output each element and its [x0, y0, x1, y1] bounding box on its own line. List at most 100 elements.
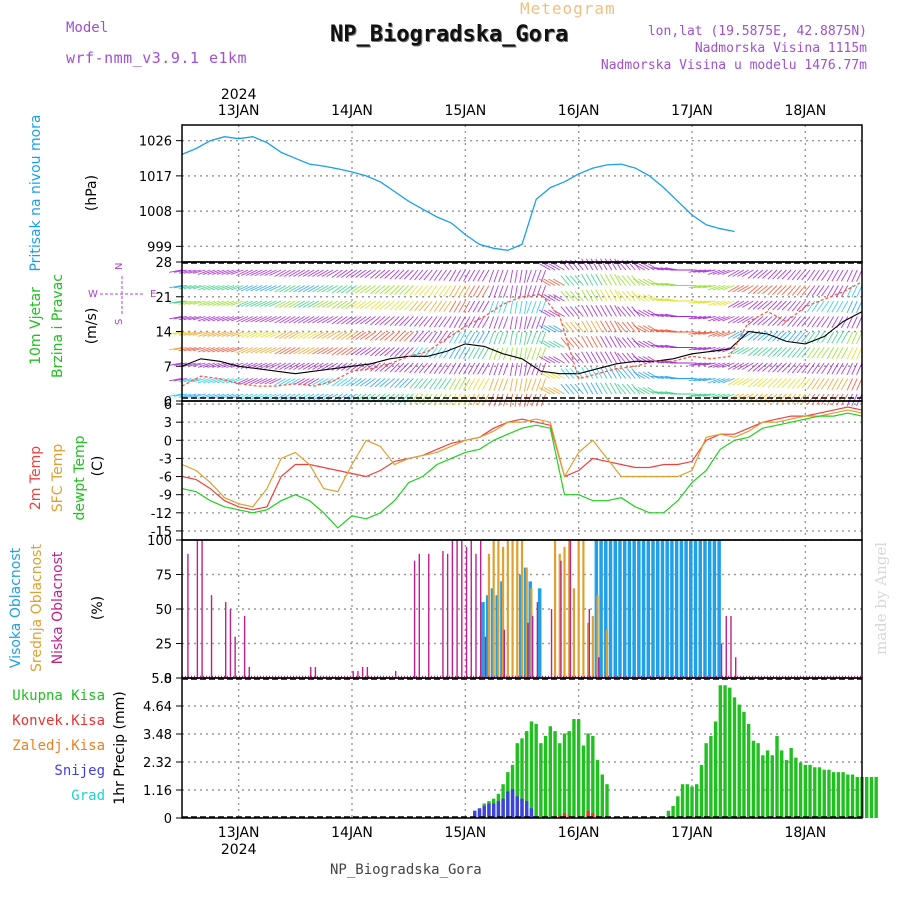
- wind-barb: [614, 320, 622, 333]
- conv-precip-bar: [586, 810, 590, 818]
- wind-barb: [345, 300, 357, 309]
- pressure-line: [181, 136, 735, 251]
- panel-frame-pressure: [181, 124, 863, 263]
- wind-barb: [590, 274, 598, 286]
- wind-barb: [727, 362, 740, 370]
- total-precip-bar: [520, 738, 524, 818]
- wind-barb: [826, 378, 835, 390]
- wind-barb: [331, 300, 343, 309]
- wind-barb: [585, 258, 594, 271]
- wind-barb: [463, 362, 471, 375]
- wind-barb: [498, 347, 504, 360]
- wind-barb: [514, 316, 518, 330]
- wind-barb: [488, 269, 495, 283]
- wind-barb: [787, 393, 797, 405]
- wind-barb: [350, 331, 362, 340]
- high-cloud-bar: [637, 540, 641, 678]
- wind-barb: [326, 393, 339, 401]
- wind-barb: [590, 351, 598, 364]
- wind-barb: [626, 290, 636, 302]
- wind-barb: [192, 285, 206, 290]
- wind-barb: [326, 362, 339, 370]
- wind-barb: [274, 393, 287, 401]
- wind-barb: [477, 362, 485, 375]
- wind-barb: [231, 393, 244, 399]
- wind-barb: [403, 300, 414, 311]
- wind-barb: [741, 285, 754, 293]
- wind-barb: [717, 285, 730, 291]
- wind-barb: [307, 378, 320, 386]
- wind-barb: [767, 378, 778, 389]
- high-cloud-bar: [693, 540, 698, 678]
- low-cloud-bar: [470, 540, 472, 678]
- x-tick-label-top: 16JAN: [558, 103, 600, 119]
- wind-barb: [604, 289, 613, 302]
- wind-barb: [524, 300, 528, 314]
- wind-barb: [752, 300, 764, 310]
- high-cloud-bar: [641, 540, 646, 678]
- wind-barb: [642, 325, 655, 333]
- cloud-unit: (%): [90, 596, 106, 620]
- wind-barb: [702, 300, 716, 304]
- wind-barb: [409, 362, 419, 374]
- wind-barb: [609, 320, 617, 333]
- wind-barb: [448, 316, 457, 328]
- wind-barb: [236, 300, 249, 307]
- wind-barb: [614, 336, 622, 348]
- wind-barb: [498, 285, 504, 298]
- wind-barb: [747, 300, 759, 310]
- wind-barb: [836, 331, 844, 344]
- wind-barb: [569, 275, 580, 286]
- wind-barb: [212, 269, 225, 275]
- mid-cloud-bar: [525, 567, 528, 678]
- wind-barb: [240, 331, 254, 338]
- wind-barb: [477, 285, 485, 297]
- wind-barb: [183, 393, 197, 398]
- wind-barb: [443, 316, 452, 328]
- wind-barb: [650, 375, 664, 379]
- wind-barb: [581, 336, 589, 348]
- high-cloud-bar: [622, 540, 627, 678]
- wind-barb: [433, 285, 443, 297]
- precip-legend-1: Konvek.Kisa: [12, 713, 105, 729]
- wind-barb: [776, 331, 787, 342]
- wind-barb: [846, 269, 853, 282]
- temp-unit: (C): [90, 456, 106, 477]
- wind-barb: [221, 269, 235, 275]
- wind-barb: [183, 285, 197, 290]
- wind-barb: [429, 285, 438, 297]
- wind-barb: [350, 300, 362, 309]
- wind-barb: [772, 378, 783, 389]
- wind-barb: [477, 331, 485, 344]
- wind-barb: [429, 300, 438, 312]
- wind-barb: [379, 300, 391, 310]
- wind-barb: [638, 294, 650, 302]
- wind-barb: [543, 371, 556, 379]
- wind-barb: [302, 362, 315, 370]
- wind-barb: [826, 393, 835, 406]
- wind-barb: [840, 300, 849, 313]
- wind-barb: [698, 393, 711, 397]
- wind-barb: [633, 340, 646, 348]
- wind-barb: [188, 362, 202, 367]
- total-precip-bar: [808, 764, 812, 818]
- wind-barb: [712, 362, 726, 368]
- wind-barb: [326, 300, 339, 308]
- wind-barb: [336, 347, 348, 356]
- total-precip-bar: [558, 743, 562, 818]
- wind-barb: [458, 347, 466, 359]
- wind-barb: [423, 362, 433, 374]
- station-name: NP_Biogradska_Gora: [330, 22, 569, 47]
- wind-barb: [255, 269, 268, 276]
- wind-barb: [595, 258, 603, 271]
- wind-barb: [581, 320, 589, 333]
- wind-barb: [448, 347, 457, 359]
- wind-barb: [438, 393, 447, 405]
- y-tick-label: 21: [155, 291, 172, 306]
- wind-barb: [345, 347, 357, 356]
- wind-barb: [236, 285, 249, 292]
- dir-legend-e: E: [150, 289, 156, 300]
- wind-barb: [498, 393, 504, 407]
- wind-barb: [604, 351, 613, 364]
- wind-barb: [374, 378, 386, 388]
